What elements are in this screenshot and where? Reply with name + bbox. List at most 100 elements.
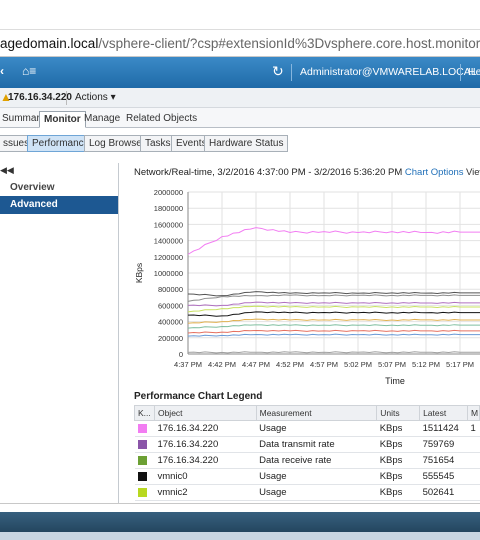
legend-cell-object: 176.16.34.220 (154, 436, 257, 453)
legend-color-cell (134, 468, 155, 485)
tab-manage[interactable]: Manage (84, 113, 121, 124)
subtab-tasks[interactable]: Tasks (140, 135, 176, 152)
legend-swatch (137, 471, 147, 481)
series-line (187, 318, 480, 324)
sidebar-item-overview[interactable]: Overview (10, 182, 55, 193)
legend-row[interactable]: 176.16.34.220 Data transmit rate KBps 75976… (134, 436, 480, 453)
legend-cell-extra (467, 468, 480, 485)
legend-cell-object: vmnic2 (154, 484, 257, 501)
taskbar-bottom (0, 532, 480, 540)
y-tick-label: 0 (179, 350, 183, 359)
help-menu[interactable]: Hel (468, 66, 480, 78)
y-tick-label: 200000 (158, 334, 183, 343)
y-tick-label: 1600000 (154, 220, 183, 229)
legend-cell-latest: 759769 (419, 436, 468, 453)
series-line (187, 333, 480, 337)
x-tick-label: 4:52 PM (276, 360, 304, 369)
legend-cell-measurement: Data transmit rate (256, 436, 377, 453)
chart-title: Network/Real-time, 3/2/2016 4:37:00 PM -… (134, 167, 464, 178)
legend-color-cell (134, 436, 155, 453)
taskbar (0, 512, 480, 532)
series-line (187, 329, 480, 334)
subtab-hardware-status[interactable]: Hardware Status (204, 135, 289, 152)
series-line (187, 294, 480, 302)
legend-cell-units: KBps (376, 452, 420, 469)
x-tick-label: 4:42 PM (208, 360, 236, 369)
legend-cell-measurement: Usage (256, 468, 377, 485)
y-tick-label: 1000000 (154, 269, 183, 278)
legend-title: Performance Chart Legend (134, 391, 263, 402)
x-tick-label: 4:47 PM (242, 360, 270, 369)
legend-column-header[interactable]: Object (153, 405, 257, 421)
legend-column-header[interactable]: Units (376, 405, 421, 421)
y-tick-label: 1400000 (154, 237, 183, 246)
legend-row[interactable]: 176.16.34.220 Usage KBps 1511424 1 (134, 420, 480, 437)
legend-column-header[interactable]: Measurement (255, 405, 378, 421)
legend-cell-latest: 502641 (419, 484, 468, 501)
legend-swatch (137, 423, 147, 433)
divider (66, 91, 67, 105)
x-axis-label: Time (385, 376, 405, 386)
legend-cell-object: vmnic0 (154, 468, 257, 485)
y-axis-label: KBps (134, 263, 144, 283)
hamburger-icon[interactable]: ‹ (0, 64, 4, 78)
object-bar: ▲ 176.16.34.220 Actions ▾ (0, 88, 480, 108)
object-tabs: Summary Monitor Manage Related Objects (0, 108, 480, 128)
monitor-subtabs: ssues Performance Log Browser Tasks Even… (0, 135, 480, 153)
legend-cell-latest: 1511424 (419, 420, 468, 437)
tab-related-objects[interactable]: Related Objects (126, 113, 198, 124)
collapse-icon[interactable]: ◀◀ (0, 165, 14, 175)
performance-chart: 0 200000 400000 600000 800000 1000000 1200000 1… (134, 188, 480, 386)
x-tick-label: 5:07 PM (378, 360, 406, 369)
user-menu[interactable]: Administrator@VMWARELAB.LOCAL ▾ (300, 66, 480, 78)
legend-color-cell (134, 484, 155, 501)
legend-column-header[interactable]: K... (134, 405, 155, 421)
host-name: 176.16.34.220 (8, 92, 72, 103)
legend-swatch (137, 439, 147, 449)
header-divider (291, 64, 292, 81)
view-label[interactable]: View (466, 167, 480, 178)
url-domain: agedomain.local (0, 36, 99, 51)
series-line (187, 305, 480, 313)
home-icon[interactable]: ⌂≡ (22, 64, 37, 78)
refresh-icon[interactable]: ↻ (272, 63, 284, 79)
y-tick-label: 400000 (158, 318, 183, 327)
legend-cell-object: 176.16.34.220 (154, 452, 257, 469)
series-line (187, 227, 480, 255)
taskbar-footer (0, 503, 480, 540)
tab-monitor[interactable]: Monitor (39, 111, 86, 128)
legend-cell-extra (467, 436, 480, 453)
legend-cell-units: KBps (376, 484, 420, 501)
legend-color-cell (134, 452, 155, 469)
series-line (187, 324, 480, 329)
legend-cell-extra (467, 452, 480, 469)
legend-column-header[interactable]: M (466, 405, 480, 421)
legend-cell-object: 176.16.34.220 (154, 420, 257, 437)
legend-cell-units: KBps (376, 468, 420, 485)
series-line (187, 311, 480, 317)
actions-menu[interactable]: Actions ▾ (75, 92, 116, 103)
tab-summary[interactable]: Summary (2, 113, 45, 124)
address-bar[interactable]: agedomain.local/vsphere-client/?csp#exte… (0, 30, 480, 57)
x-tick-label: 4:37 PM (174, 360, 202, 369)
y-tick-label: 2000000 (154, 188, 183, 197)
legend-cell-latest: 751654 (419, 452, 468, 469)
x-tick-label: 5:02 PM (344, 360, 372, 369)
legend-header-row: K... Object Measurement Units Latest M (134, 405, 480, 421)
sidebar-item-advanced[interactable]: Advanced (0, 196, 118, 214)
x-tick-label: 5:17 PM (446, 360, 474, 369)
legend-column-header[interactable]: Latest (419, 405, 468, 421)
legend-cell-extra: 1 (467, 420, 480, 437)
legend-cell-units: KBps (376, 436, 420, 453)
chart-options-link[interactable]: Chart Options (404, 167, 464, 178)
app-header: ‹ ⌂≡ ↻ Administrator@VMWARELAB.LOCAL ▾ H… (0, 57, 480, 88)
legend-row[interactable]: vmnic2 Usage KBps 502641 (134, 484, 480, 501)
legend-cell-measurement: Usage (256, 420, 377, 437)
legend-row[interactable]: vmnic0 Usage KBps 555545 (134, 468, 480, 485)
legend-cell-latest: 555545 (419, 468, 468, 485)
x-tick-label: 5:12 PM (412, 360, 440, 369)
y-tick-label: 1200000 (154, 253, 183, 262)
legend-row[interactable]: 176.16.34.220 Data receive rate KBps 751654 (134, 452, 480, 469)
series-line (187, 301, 480, 307)
browser-top-strip (0, 0, 480, 30)
